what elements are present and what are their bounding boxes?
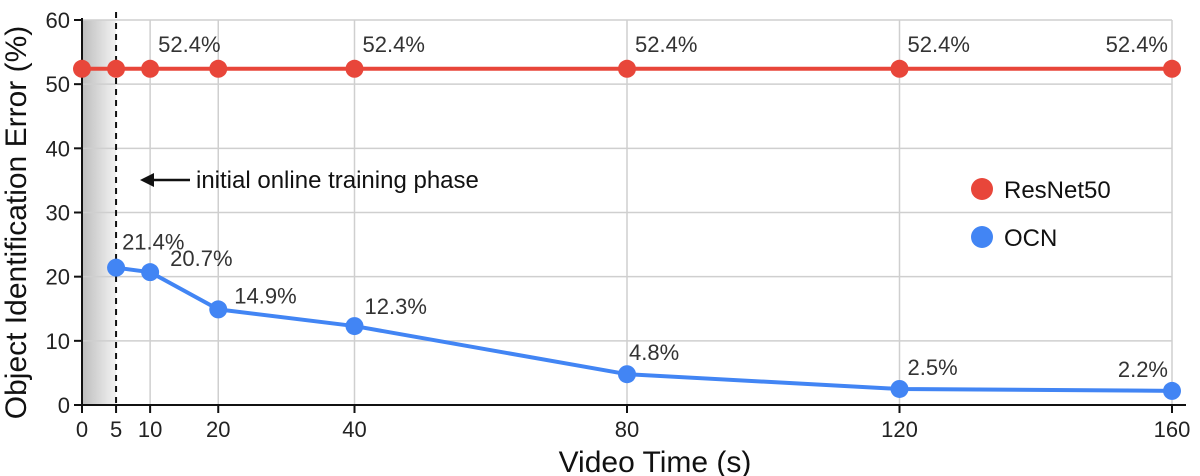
y-tick-label: 50 (46, 72, 70, 97)
x-tick-label: 20 (206, 417, 230, 442)
data-label: 21.4% (122, 230, 184, 255)
data-point (618, 59, 636, 78)
annotation-arrow-head (140, 173, 154, 187)
y-tick-label: 30 (46, 201, 70, 226)
y-tick-label: 0 (58, 393, 70, 418)
data-point (890, 379, 909, 398)
x-tick-label: 120 (881, 417, 918, 442)
data-label: 14.9% (234, 283, 296, 308)
data-point (209, 59, 228, 78)
data-label: 12.3% (365, 294, 427, 319)
data-label: 52.4% (158, 32, 220, 57)
x-tick-label: 0 (76, 417, 88, 442)
y-tick-label: 40 (46, 136, 70, 161)
data-point (345, 317, 364, 336)
data-point (107, 258, 126, 277)
data-label: 52.4% (1106, 32, 1168, 57)
data-point (1163, 381, 1181, 400)
data-point (890, 59, 909, 78)
data-point (141, 59, 160, 78)
grid (81, 12, 1173, 405)
legend-marker (971, 178, 993, 200)
x-tick-label: 80 (615, 417, 639, 442)
legend: ResNet50 OCN (971, 177, 1111, 252)
data-label: 2.5% (908, 355, 958, 380)
x-tick-label: 160 (1154, 417, 1191, 442)
y-tick-label: 20 (46, 265, 70, 290)
annotation-text: initial online training phase (196, 167, 479, 194)
data-point (618, 365, 636, 384)
legend-label: OCN (1004, 225, 1057, 252)
data-point (141, 263, 160, 282)
legend-label: ResNet50 (1004, 177, 1111, 204)
data-label: 4.8% (629, 340, 679, 365)
y-tick-label: 10 (46, 329, 70, 354)
data-point (73, 59, 91, 78)
annotation: initial online training phase (140, 167, 479, 194)
x-tick-label: 10 (138, 417, 162, 442)
data-point (107, 59, 126, 78)
x-axis-title: Video Time (s) (559, 446, 752, 476)
data-label: 20.7% (170, 246, 232, 271)
data-labels: 52.4% 52.4% 52.4% 52.4% 52.4% 21.4%20.7%14.9%… (122, 32, 1168, 382)
data-label: 52.4% (908, 32, 970, 57)
y-axis-title: Object Identification Error (%) (0, 26, 33, 419)
series (73, 59, 1181, 400)
data-point (345, 59, 364, 78)
legend-marker (971, 226, 993, 248)
data-label: 2.2% (1118, 357, 1168, 382)
data-label: 52.4% (635, 32, 697, 57)
data-label: 52.4% (363, 32, 425, 57)
x-tick-label: 40 (342, 417, 366, 442)
y-tick-label: 60 (46, 8, 70, 33)
data-point (1163, 59, 1181, 78)
data-point (209, 300, 228, 319)
x-tick-label: 5 (110, 417, 122, 442)
